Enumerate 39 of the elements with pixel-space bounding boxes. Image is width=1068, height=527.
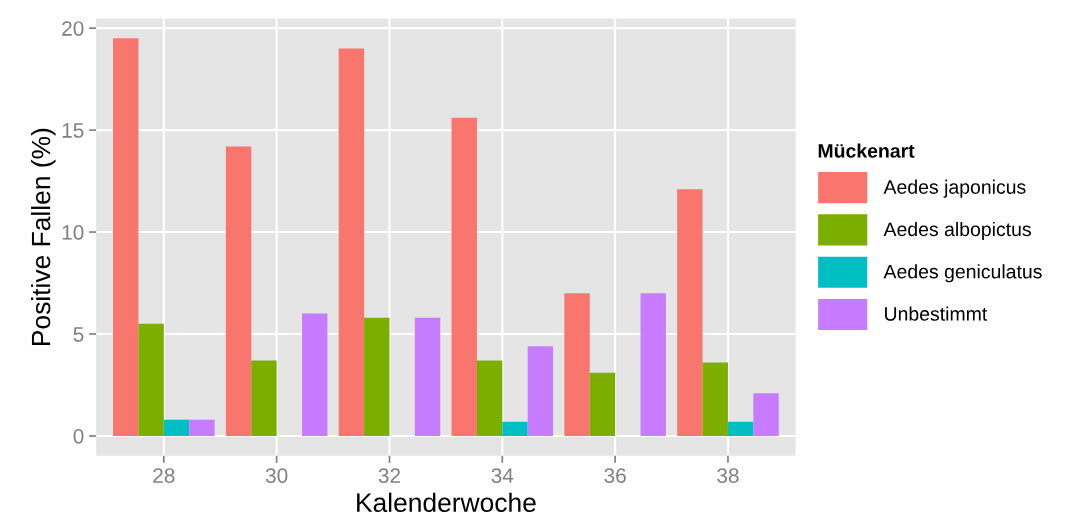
x-tick-label: 38	[717, 468, 739, 483]
x-tick-label: 32	[378, 468, 401, 483]
bar	[189, 419, 215, 436]
y-tick-label: 15	[62, 123, 84, 138]
bar	[113, 38, 139, 436]
y-tick-label: 5	[73, 327, 84, 342]
bar	[502, 421, 528, 436]
legend-label: Aedes albopictus	[883, 221, 1031, 241]
bar	[302, 313, 328, 436]
legend-label: Aedes geniculatus	[883, 264, 1042, 283]
bar	[702, 362, 728, 436]
bar	[589, 372, 616, 436]
bar	[364, 317, 390, 436]
bar	[251, 360, 277, 436]
bar	[338, 48, 365, 436]
legend-title: Mückenart	[818, 143, 915, 158]
bar	[451, 117, 477, 436]
bar	[640, 293, 666, 436]
x-axis-title: Kalenderwoche	[357, 492, 536, 513]
y-tick-label: 10	[62, 225, 84, 240]
bar	[527, 346, 554, 436]
bar	[138, 323, 164, 436]
x-tick-label: 36	[604, 468, 626, 483]
x-tick-label: 30	[265, 468, 288, 483]
bar	[753, 393, 779, 436]
x-tick-label: 28	[153, 468, 175, 483]
bar	[677, 189, 703, 436]
bar	[564, 293, 590, 436]
bar	[414, 317, 441, 436]
bar	[727, 421, 754, 436]
x-tick-label: 34	[491, 468, 514, 483]
bar	[163, 419, 190, 436]
legend-label: Aedes japonicus	[883, 179, 1026, 198]
bar	[225, 146, 252, 436]
y-tick-label: 0	[73, 428, 84, 444]
y-tick-label: 20	[62, 21, 84, 36]
legend-label: Unbestimmt	[885, 306, 988, 321]
bar	[476, 360, 503, 436]
y-axis-title: Positive Fallen (%)	[30, 128, 56, 345]
